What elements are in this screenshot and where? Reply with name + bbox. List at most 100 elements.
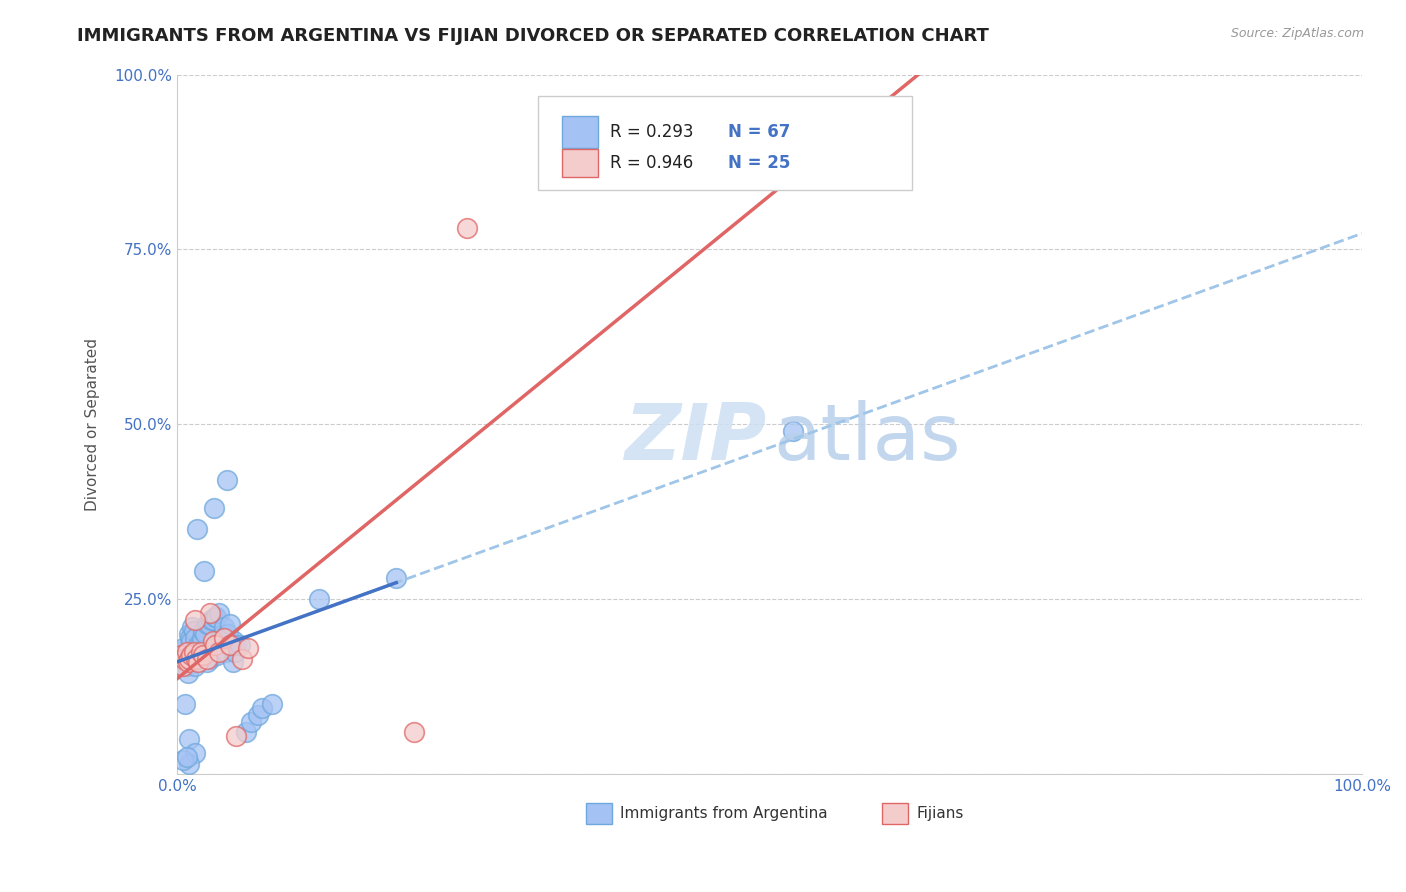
Text: R = 0.946: R = 0.946 [610, 154, 693, 172]
Point [225, 638, 247, 652]
Point [186, 522, 208, 536]
Point [194, 627, 217, 641]
Point [209, 631, 232, 645]
Point [188, 638, 211, 652]
Point [200, 613, 222, 627]
Point [174, 697, 197, 711]
Point [214, 631, 236, 645]
Point [177, 665, 200, 680]
Text: IMMIGRANTS FROM ARGENTINA VS FIJIAN DIVORCED OR SEPARATED CORRELATION CHART: IMMIGRANTS FROM ARGENTINA VS FIJIAN DIVO… [77, 27, 990, 45]
Point [172, 658, 194, 673]
Point [215, 627, 238, 641]
Point [184, 746, 207, 760]
Point [200, 606, 222, 620]
Text: Source: ZipAtlas.com: Source: ZipAtlas.com [1230, 27, 1364, 40]
Point [260, 697, 283, 711]
Point [169, 648, 191, 662]
Point [172, 651, 194, 665]
Text: Fijians: Fijians [917, 806, 965, 822]
Point [201, 634, 224, 648]
Point [208, 631, 231, 645]
Text: atlas: atlas [773, 401, 960, 476]
FancyBboxPatch shape [882, 804, 908, 824]
Y-axis label: Divorced or Separated: Divorced or Separated [86, 338, 100, 511]
Point [190, 645, 212, 659]
Point [187, 638, 209, 652]
Point [217, 627, 239, 641]
Point [195, 616, 218, 631]
Point [184, 631, 207, 645]
Point [212, 627, 235, 641]
Point [169, 645, 191, 659]
FancyBboxPatch shape [586, 804, 612, 824]
Point [183, 645, 205, 659]
Point [211, 631, 233, 645]
Text: R = 0.293: R = 0.293 [610, 123, 693, 141]
Point [173, 648, 195, 662]
Point [221, 638, 243, 652]
Point [456, 221, 478, 235]
Point [177, 732, 200, 747]
Point [207, 648, 229, 662]
Point [180, 648, 202, 662]
Point [207, 645, 229, 659]
Point [177, 651, 200, 665]
FancyBboxPatch shape [538, 95, 911, 190]
Point [195, 655, 218, 669]
Point [193, 564, 215, 578]
Point [219, 638, 242, 652]
Point [191, 624, 214, 638]
Point [308, 592, 330, 607]
Point [176, 658, 198, 673]
Point [225, 729, 247, 743]
Point [184, 613, 207, 627]
Point [169, 655, 191, 669]
Point [239, 714, 262, 729]
Text: ZIP: ZIP [624, 401, 766, 476]
Point [197, 651, 219, 665]
Point [190, 645, 212, 659]
FancyBboxPatch shape [562, 149, 598, 178]
Point [201, 613, 224, 627]
Point [184, 651, 207, 665]
FancyBboxPatch shape [562, 117, 598, 148]
Point [246, 707, 269, 722]
Point [252, 700, 274, 714]
Point [218, 638, 240, 652]
Point [195, 651, 218, 665]
Point [219, 616, 242, 631]
Point [235, 725, 257, 739]
Text: Immigrants from Argentina: Immigrants from Argentina [620, 806, 828, 822]
Point [782, 424, 804, 438]
Point [222, 634, 245, 648]
Point [222, 655, 245, 669]
Point [200, 651, 222, 665]
Point [181, 620, 204, 634]
Point [179, 631, 201, 645]
Point [236, 641, 259, 656]
Point [385, 571, 408, 585]
Point [176, 749, 198, 764]
Point [183, 624, 205, 638]
Point [180, 634, 202, 648]
Point [173, 651, 195, 665]
Point [184, 645, 207, 659]
Point [177, 627, 200, 641]
Point [214, 645, 236, 659]
Point [204, 638, 226, 652]
Point [204, 609, 226, 624]
Text: N = 67: N = 67 [728, 123, 790, 141]
Point [191, 631, 214, 645]
Point [176, 645, 198, 659]
Point [224, 645, 246, 659]
Point [172, 641, 194, 656]
Point [177, 756, 200, 771]
Point [214, 620, 236, 634]
Point [231, 651, 253, 665]
Point [198, 616, 221, 631]
Point [177, 655, 200, 669]
Point [184, 658, 207, 673]
Point [215, 473, 238, 487]
Point [229, 638, 252, 652]
Point [207, 606, 229, 620]
